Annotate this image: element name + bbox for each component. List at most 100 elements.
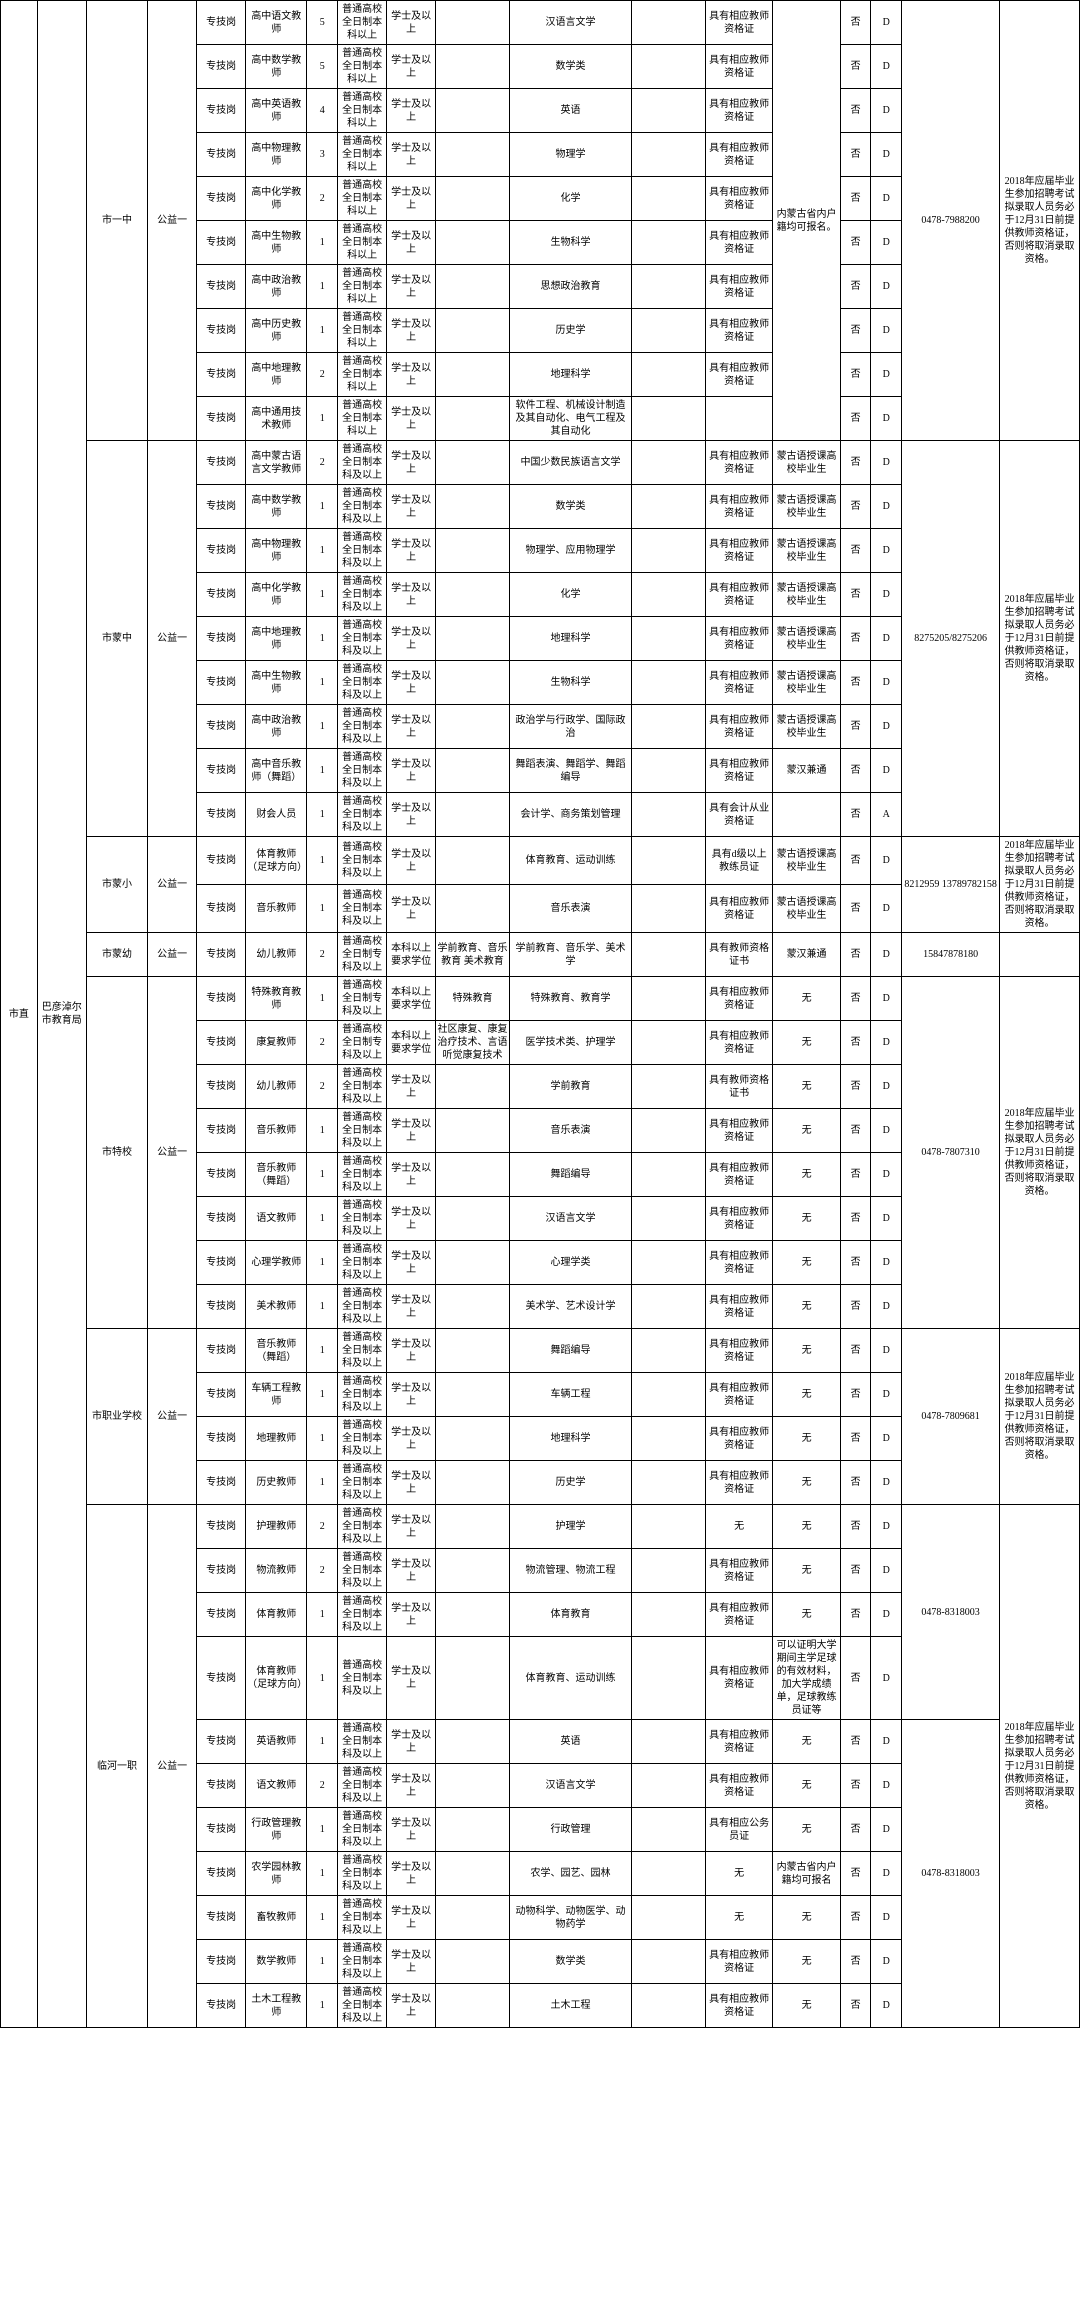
table-row: 市特校公益一专技岗特殊教育教师1普通高校全日制专科及以上本科以上要求学位特殊教育… bbox=[1, 977, 1080, 1021]
cell-other: 内蒙古省内户籍均可报名。 bbox=[773, 1, 840, 441]
cell-gap bbox=[632, 1461, 706, 1505]
cell-pos: 体育教师（足球方向） bbox=[246, 837, 307, 885]
cell-cert: 具有相应教师资格证 bbox=[705, 1285, 772, 1329]
cell-cat: D bbox=[871, 1720, 902, 1764]
cell-yn: 否 bbox=[840, 1197, 871, 1241]
cell-other: 无 bbox=[773, 1461, 840, 1505]
cell-cnt: 1 bbox=[307, 1373, 338, 1417]
cell-cert: 具有相应教师资格证 bbox=[705, 749, 772, 793]
cell-cat: D bbox=[871, 1109, 902, 1153]
cell-phone: 15847878180 bbox=[902, 933, 1000, 977]
cell-type: 专技岗 bbox=[197, 1852, 246, 1896]
cell-type: 专技岗 bbox=[197, 1549, 246, 1593]
cell-cnt: 1 bbox=[307, 1329, 338, 1373]
cell-yn: 否 bbox=[840, 397, 871, 441]
cell-phone: 0478-7809681 bbox=[902, 1329, 1000, 1505]
cell-major: 历史学 bbox=[509, 309, 632, 353]
cell-cert: 具有相应教师资格证 bbox=[705, 309, 772, 353]
cell-pos: 高中政治教师 bbox=[246, 705, 307, 749]
cell-yn: 否 bbox=[840, 177, 871, 221]
cell-cnt: 1 bbox=[307, 1940, 338, 1984]
cell-pre bbox=[436, 1417, 510, 1461]
cell-cat: D bbox=[871, 265, 902, 309]
cell-cert: 具有相应教师资格证 bbox=[705, 573, 772, 617]
cell-pre bbox=[436, 1852, 510, 1896]
cell-yn: 否 bbox=[840, 933, 871, 977]
cell-yn: 否 bbox=[840, 1, 871, 45]
cell-deg: 学士及以上 bbox=[387, 1373, 436, 1417]
cell-edu: 普通高校全日制本科及以上 bbox=[338, 749, 387, 793]
cell-deg: 学士及以上 bbox=[387, 1593, 436, 1637]
cell-pre bbox=[436, 705, 510, 749]
cell-phone: 8275205/8275206 bbox=[902, 441, 1000, 837]
cell-type: 专技岗 bbox=[197, 1417, 246, 1461]
cell-pre bbox=[436, 1984, 510, 2028]
cell-other: 无 bbox=[773, 1021, 840, 1065]
cell-yn: 否 bbox=[840, 441, 871, 485]
cell-cert: 具有相应教师资格证 bbox=[705, 1984, 772, 2028]
cell-cnt: 1 bbox=[307, 309, 338, 353]
cell-cat: D bbox=[871, 45, 902, 89]
cell-major: 汉语言文学 bbox=[509, 1, 632, 45]
cell-yn: 否 bbox=[840, 1417, 871, 1461]
cell-cat: D bbox=[871, 1896, 902, 1940]
cell-gap bbox=[632, 1021, 706, 1065]
cell-pre bbox=[436, 573, 510, 617]
cell-unit: 市职业学校 bbox=[86, 1329, 147, 1505]
cell-cert: 具有相应教师资格证 bbox=[705, 661, 772, 705]
cell-major: 会计学、商务策划管理 bbox=[509, 793, 632, 837]
cell-pre bbox=[436, 661, 510, 705]
cell-edu: 普通高校全日制本科以上 bbox=[338, 89, 387, 133]
cell-type: 专技岗 bbox=[197, 397, 246, 441]
cell-pos: 语文教师 bbox=[246, 1197, 307, 1241]
cell-pre: 社区康复、康复治疗技术、言语听觉康复技术 bbox=[436, 1021, 510, 1065]
cell-gap bbox=[632, 1764, 706, 1808]
cell-yn: 否 bbox=[840, 705, 871, 749]
cell-yn: 否 bbox=[840, 1808, 871, 1852]
cell-yn: 否 bbox=[840, 1065, 871, 1109]
cell-gap bbox=[632, 1285, 706, 1329]
cell-cnt: 2 bbox=[307, 1065, 338, 1109]
cell-pre bbox=[436, 1, 510, 45]
cell-unit: 市一中 bbox=[86, 1, 147, 441]
cell-cert: 具有教师资格证书 bbox=[705, 1065, 772, 1109]
cell-cat: A bbox=[871, 793, 902, 837]
cell-major: 心理学类 bbox=[509, 1241, 632, 1285]
cell-other: 无 bbox=[773, 1109, 840, 1153]
cell-edu: 普通高校全日制本科及以上 bbox=[338, 1373, 387, 1417]
cell-cert: 具有相应教师资格证 bbox=[705, 1153, 772, 1197]
cell-major: 生物科学 bbox=[509, 221, 632, 265]
cell-deg: 学士及以上 bbox=[387, 353, 436, 397]
cell-pos: 高中政治教师 bbox=[246, 265, 307, 309]
cell-unit: 临河一职 bbox=[86, 1505, 147, 2028]
cell-other: 无 bbox=[773, 1764, 840, 1808]
cell-yn: 否 bbox=[840, 1896, 871, 1940]
cell-edu: 普通高校全日制本科以上 bbox=[338, 353, 387, 397]
cell-cert: 具有相应教师资格证 bbox=[705, 485, 772, 529]
cell-cat: D bbox=[871, 1417, 902, 1461]
cell-gap bbox=[632, 441, 706, 485]
cell-cat: D bbox=[871, 1241, 902, 1285]
cell-cert: 具有相应教师资格证 bbox=[705, 1549, 772, 1593]
cell-cert: 具有相应教师资格证 bbox=[705, 1109, 772, 1153]
cell-edu: 普通高校全日制本科以上 bbox=[338, 45, 387, 89]
cell-pos: 音乐教师 bbox=[246, 1109, 307, 1153]
cell-yn: 否 bbox=[840, 837, 871, 885]
cell-major: 行政管理 bbox=[509, 1808, 632, 1852]
cell-type: 专技岗 bbox=[197, 1197, 246, 1241]
cell-major: 舞蹈编导 bbox=[509, 1329, 632, 1373]
cell-gap bbox=[632, 1065, 706, 1109]
cell-gap bbox=[632, 1241, 706, 1285]
cell-edu: 普通高校全日制本科及以上 bbox=[338, 1285, 387, 1329]
cell-phone: 0478-7807310 bbox=[902, 977, 1000, 1329]
cell-cnt: 1 bbox=[307, 1109, 338, 1153]
cell-cat: D bbox=[871, 933, 902, 977]
cell-deg: 学士及以上 bbox=[387, 1940, 436, 1984]
cell-pos: 高中物理教师 bbox=[246, 529, 307, 573]
cell-edu: 普通高校全日制本科及以上 bbox=[338, 1065, 387, 1109]
cell-edu: 普通高校全日制本科及以上 bbox=[338, 1329, 387, 1373]
cell-deg: 本科以上要求学位 bbox=[387, 977, 436, 1021]
cell-edu: 普通高校全日制本科以上 bbox=[338, 309, 387, 353]
cell-type: 专技岗 bbox=[197, 309, 246, 353]
cell-cert: 具有相应教师资格证 bbox=[705, 1021, 772, 1065]
